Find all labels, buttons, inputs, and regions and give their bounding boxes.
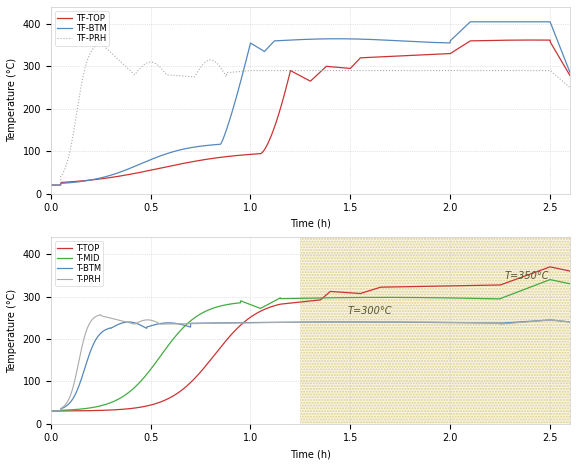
T-TOP	[546, 264, 553, 270]
T-PRH	[552, 318, 559, 323]
Line: T-PRH: T-PRH	[51, 315, 570, 411]
TF-TOP	[530, 37, 537, 43]
Line: T-BTM: T-BTM	[51, 320, 570, 411]
T-TOP	[300, 299, 307, 304]
T-TOP	[552, 265, 559, 271]
T-MID	[74, 407, 81, 412]
T-BTM	[456, 320, 463, 326]
T-MID	[286, 296, 293, 302]
Y-axis label: Temperature (°C): Temperature (°C)	[7, 58, 17, 142]
T-PRH	[74, 367, 81, 372]
T-BTM	[300, 319, 307, 325]
T-PRH	[97, 312, 104, 317]
TF-TOP	[74, 178, 81, 184]
T-BTM	[74, 387, 81, 393]
T-TOP	[74, 408, 81, 414]
Line: T-TOP: T-TOP	[51, 267, 570, 411]
Y-axis label: Temperature (°C): Temperature (°C)	[7, 288, 17, 372]
T-PRH	[286, 320, 293, 325]
TF-TOP	[300, 75, 307, 80]
TF-PRH	[567, 85, 574, 90]
TF-TOP	[552, 47, 559, 53]
T-MID	[300, 295, 307, 301]
T-PRH	[567, 319, 574, 325]
T-BTM	[47, 408, 54, 414]
TF-BTM	[552, 32, 559, 38]
T-TOP	[456, 283, 463, 288]
TF-BTM	[467, 19, 474, 25]
TF-PRH	[74, 107, 81, 112]
T-BTM	[546, 317, 553, 322]
T-TOP	[47, 408, 54, 414]
TF-PRH	[456, 68, 463, 73]
T-BTM	[552, 318, 559, 323]
Legend: T-TOP, T-MID, T-BTM, T-PRH: T-TOP, T-MID, T-BTM, T-PRH	[55, 241, 103, 286]
T-PRH	[456, 320, 463, 325]
T-MID	[552, 278, 559, 283]
TF-BTM	[456, 29, 463, 34]
TF-PRH	[552, 72, 559, 77]
T-TOP	[286, 301, 293, 306]
Line: TF-PRH: TF-PRH	[51, 43, 570, 185]
X-axis label: Time (h): Time (h)	[290, 449, 331, 459]
TF-BTM	[74, 179, 81, 185]
TF-BTM	[47, 182, 54, 188]
TF-BTM	[552, 32, 559, 37]
Line: TF-TOP: TF-TOP	[51, 40, 570, 185]
X-axis label: Time (h): Time (h)	[290, 219, 331, 229]
T-BTM	[567, 319, 574, 325]
TF-PRH	[300, 68, 307, 73]
T-TOP	[567, 268, 574, 274]
T-MID	[567, 281, 574, 287]
Legend: TF-TOP, TF-BTM, TF-PRH: TF-TOP, TF-BTM, TF-PRH	[55, 11, 109, 46]
T-BTM	[286, 319, 293, 325]
TF-PRH	[97, 40, 104, 46]
T-MID	[546, 277, 553, 282]
T-BTM	[552, 318, 559, 323]
T-MID	[47, 408, 54, 414]
TF-PRH	[286, 68, 293, 73]
Text: T=350°C: T=350°C	[504, 271, 549, 281]
Bar	[301, 237, 570, 424]
T-PRH	[300, 320, 307, 325]
TF-BTM	[300, 37, 307, 42]
TF-TOP	[456, 45, 463, 50]
T-PRH	[47, 408, 54, 414]
T-MID	[456, 295, 463, 301]
TF-PRH	[47, 182, 54, 188]
T-TOP	[552, 265, 559, 271]
Line: TF-BTM: TF-BTM	[51, 22, 570, 185]
TF-TOP	[552, 48, 559, 53]
TF-TOP	[567, 73, 574, 78]
Text: T=300°C: T=300°C	[348, 306, 392, 316]
T-MID	[552, 278, 559, 283]
TF-BTM	[567, 70, 574, 75]
TF-TOP	[47, 182, 54, 188]
TF-PRH	[552, 72, 559, 78]
Line: T-MID: T-MID	[51, 280, 570, 411]
TF-BTM	[286, 37, 293, 43]
TF-TOP	[286, 72, 293, 77]
T-PRH	[552, 318, 559, 323]
